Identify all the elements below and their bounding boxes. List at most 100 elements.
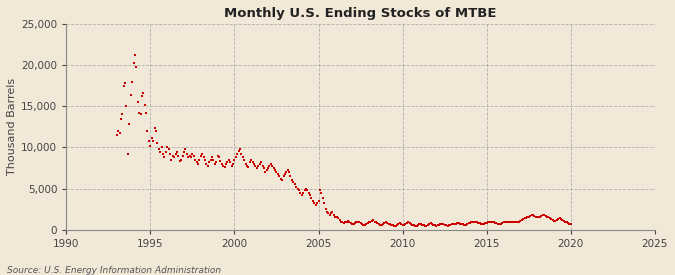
Point xyxy=(452,221,462,226)
Point xyxy=(117,112,128,117)
Point xyxy=(113,129,124,133)
Point xyxy=(292,186,303,191)
Point xyxy=(491,221,502,226)
Point xyxy=(479,222,489,226)
Point xyxy=(407,223,418,227)
Point xyxy=(184,153,195,158)
Point xyxy=(312,201,323,206)
Title: Monthly U.S. Ending Stocks of MTBE: Monthly U.S. Ending Stocks of MTBE xyxy=(224,7,497,20)
Point xyxy=(540,214,551,218)
Point xyxy=(412,223,423,227)
Point xyxy=(493,221,504,226)
Point xyxy=(218,163,229,168)
Point xyxy=(520,216,531,221)
Point xyxy=(383,222,394,226)
Point xyxy=(535,214,545,219)
Point xyxy=(325,213,335,217)
Point xyxy=(463,221,474,226)
Point xyxy=(230,155,241,160)
Point xyxy=(247,160,258,164)
Point xyxy=(148,139,159,143)
Point xyxy=(291,185,302,189)
Point xyxy=(135,112,146,117)
Point xyxy=(171,149,182,154)
Point xyxy=(420,224,431,228)
Point xyxy=(566,222,576,226)
Point xyxy=(298,191,308,195)
Point xyxy=(338,221,349,226)
Point xyxy=(467,220,478,224)
Point xyxy=(225,160,236,164)
Point xyxy=(326,211,337,216)
Point xyxy=(319,201,329,206)
Point xyxy=(149,125,160,130)
Point xyxy=(341,219,352,224)
Point xyxy=(229,158,240,162)
Point xyxy=(425,221,436,226)
Point xyxy=(464,221,475,225)
Point xyxy=(270,168,281,173)
Point xyxy=(449,222,460,226)
Point xyxy=(127,79,138,84)
Point xyxy=(562,221,573,226)
Point xyxy=(331,215,342,220)
Point xyxy=(294,188,304,192)
Point xyxy=(235,147,246,151)
Point xyxy=(260,170,271,174)
Point xyxy=(350,221,360,226)
Point xyxy=(123,152,134,156)
Point xyxy=(511,220,522,225)
Point xyxy=(303,191,314,195)
Point xyxy=(377,222,388,226)
Point xyxy=(257,163,268,168)
Point xyxy=(398,223,409,227)
Point xyxy=(232,152,243,156)
Point xyxy=(174,158,185,163)
Point xyxy=(265,162,276,166)
Point xyxy=(273,172,284,176)
Point xyxy=(131,65,142,69)
Point xyxy=(371,220,381,225)
Point xyxy=(195,153,206,158)
Point xyxy=(111,133,122,137)
Point xyxy=(295,191,306,195)
Point xyxy=(360,222,371,226)
Point xyxy=(215,158,226,163)
Point xyxy=(333,216,344,221)
Point xyxy=(317,196,328,201)
Point xyxy=(547,218,558,222)
Point xyxy=(400,222,411,226)
Point xyxy=(196,152,207,156)
Point xyxy=(315,188,325,192)
Point xyxy=(254,162,265,166)
Point xyxy=(302,188,313,192)
Point xyxy=(408,223,419,227)
Point xyxy=(144,139,155,143)
Point xyxy=(310,203,321,207)
Point xyxy=(323,211,333,216)
Point xyxy=(340,220,350,225)
Point xyxy=(524,214,535,218)
Point xyxy=(221,162,232,166)
Point xyxy=(153,147,164,151)
Point xyxy=(544,216,555,221)
Point xyxy=(346,221,356,226)
Point xyxy=(217,162,227,166)
Point xyxy=(362,221,373,226)
Point xyxy=(194,158,205,162)
Point xyxy=(141,111,152,115)
Point xyxy=(455,221,466,226)
Point xyxy=(518,217,529,221)
Point xyxy=(190,158,200,162)
Point xyxy=(460,223,471,227)
Point xyxy=(403,220,414,225)
Point xyxy=(483,220,493,225)
Point xyxy=(219,165,230,169)
Point xyxy=(443,223,454,227)
Point xyxy=(502,219,513,224)
Point xyxy=(537,213,548,217)
Point xyxy=(406,222,416,226)
Point xyxy=(539,213,549,217)
Point xyxy=(528,213,539,217)
Point xyxy=(393,222,404,226)
